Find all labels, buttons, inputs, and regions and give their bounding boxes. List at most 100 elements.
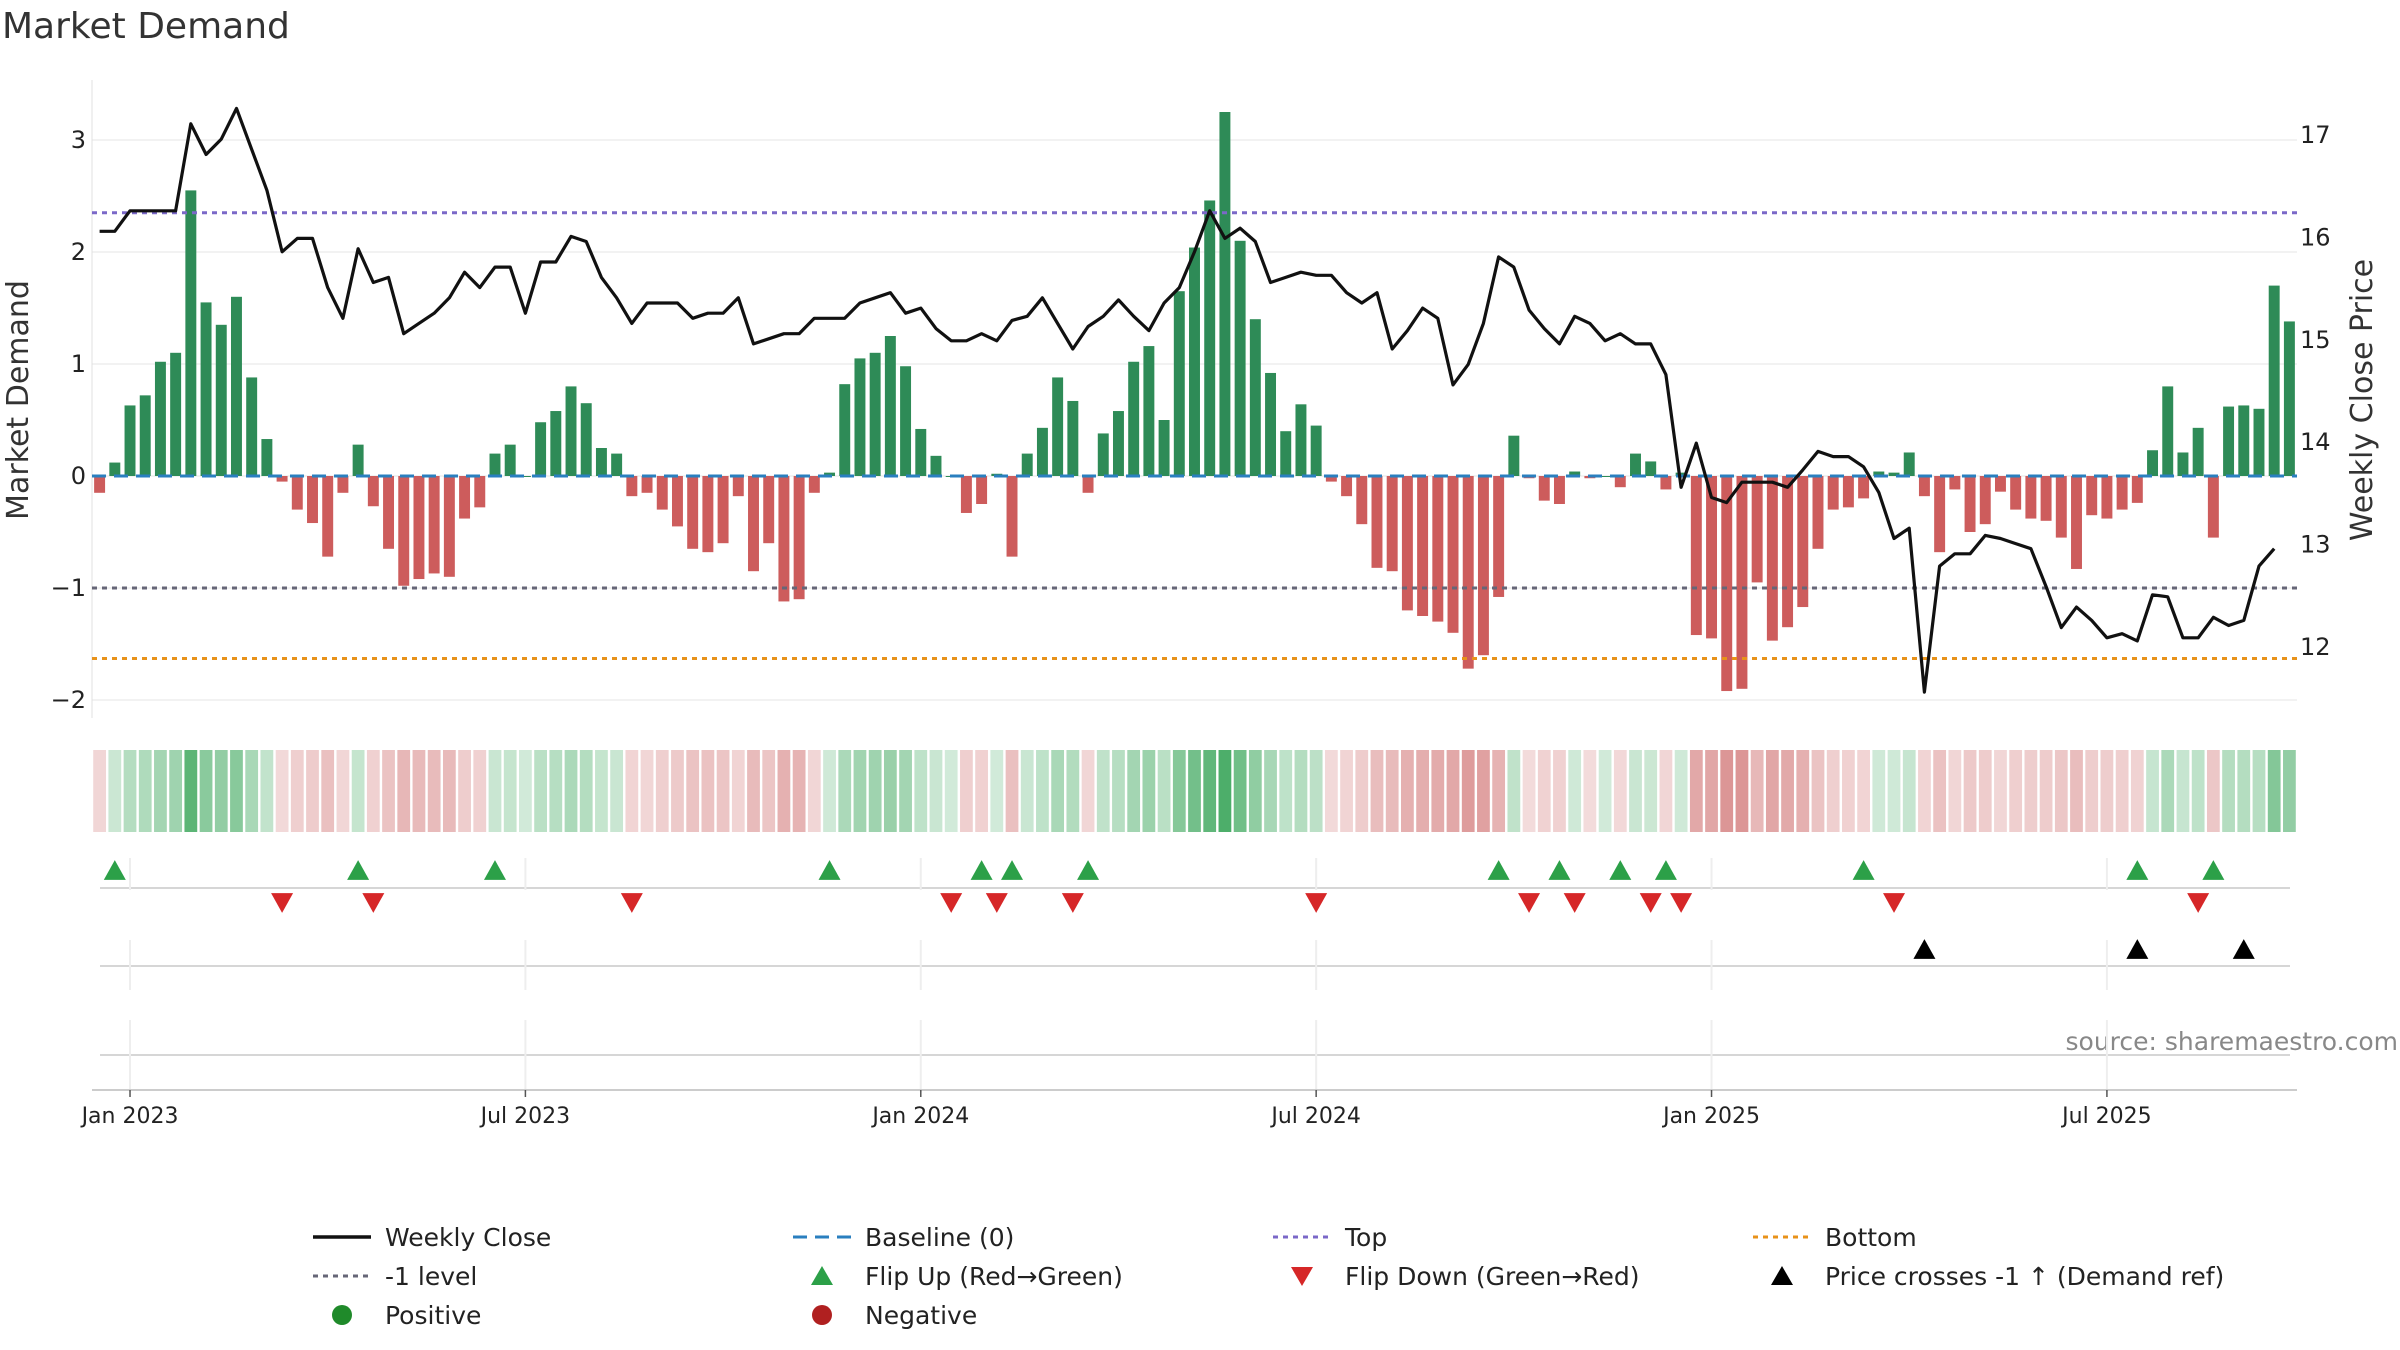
demand-bar — [550, 411, 562, 476]
demand-bar — [2162, 386, 2174, 476]
flip-down-marker — [271, 893, 294, 913]
heat-cell — [2024, 750, 2038, 832]
demand-bar — [1858, 476, 1870, 499]
y2-tick-label: 15 — [2300, 326, 2331, 354]
heat-cell — [1446, 750, 1460, 832]
demand-bar — [383, 476, 395, 549]
y-tick-label: 1 — [71, 350, 86, 378]
heat-cell — [579, 750, 593, 832]
price-cross-marker — [1913, 939, 1936, 959]
heat-cell — [154, 750, 167, 832]
heat-cell — [595, 750, 608, 832]
heat-cell — [169, 750, 183, 832]
demand-bar — [124, 405, 136, 476]
heat-cell — [2146, 750, 2159, 832]
flip-down-marker — [1883, 893, 1906, 913]
y-tick-label: 2 — [71, 238, 86, 266]
demand-bar — [778, 476, 790, 602]
heat-cell — [366, 750, 380, 832]
y-tick-label: 0 — [71, 462, 86, 490]
demand-bar — [641, 476, 653, 493]
heat-cell — [123, 750, 137, 832]
heat-cell — [640, 750, 654, 832]
legend-label: Price crosses -1 ↑ (Demand ref) — [1825, 1262, 2224, 1291]
flip-up-marker — [1609, 860, 1632, 880]
demand-bar — [443, 476, 455, 577]
demand-bar — [1325, 476, 1337, 482]
demand-bar — [2131, 476, 2143, 503]
heat-cell — [2237, 750, 2251, 832]
flip-up-marker — [1852, 860, 1875, 880]
demand-bar — [930, 455, 942, 476]
demand-bar — [839, 384, 851, 476]
heat-cell — [1492, 750, 1506, 832]
heat-cell — [2206, 750, 2220, 832]
heat-cell — [960, 750, 973, 832]
demand-bar — [2223, 406, 2235, 476]
demand-bar — [1447, 476, 1459, 633]
heat-cell — [1401, 750, 1414, 832]
heat-cell — [214, 750, 228, 832]
demand-bar — [230, 296, 242, 476]
demand-bar — [2268, 285, 2280, 476]
legend-flip-down-swatch — [1291, 1267, 1313, 1286]
demand-bar — [1706, 476, 1718, 639]
flip-down-marker — [620, 893, 643, 913]
demand-bar — [1614, 476, 1626, 488]
heat-cell — [519, 750, 532, 832]
x-tick-label: Jan 2023 — [80, 1104, 179, 1129]
heat-cell — [1948, 750, 1962, 832]
heat-cell — [610, 750, 624, 832]
demand-bar — [1097, 433, 1109, 476]
demand-bar — [109, 462, 121, 476]
demand-bar — [1158, 420, 1170, 476]
heat-cell — [975, 750, 988, 832]
demand-bar — [717, 476, 729, 544]
heat-cell — [701, 750, 715, 832]
flip-up-marker — [483, 860, 506, 880]
heat-cell — [473, 750, 487, 832]
flip-down-marker — [2187, 893, 2210, 913]
heat-cell — [1005, 750, 1019, 832]
heat-cell — [1051, 750, 1065, 832]
demand-bar — [1112, 411, 1124, 476]
flip-down-marker — [1639, 893, 1662, 913]
flip-down-marker — [362, 893, 385, 913]
legend-cross-swatch — [1771, 1266, 1793, 1285]
demand-bar — [1493, 476, 1505, 597]
demand-bar — [2253, 408, 2265, 476]
demand-bar — [1386, 476, 1398, 572]
heat-cell — [671, 750, 684, 832]
legend: Weekly Close Baseline (0) Top Bottom -1 leve… — [313, 1223, 2224, 1330]
y2-tick-label: 12 — [2300, 633, 2331, 661]
heat-cell — [458, 750, 471, 832]
heat-cell — [1081, 750, 1095, 832]
chart-title: Market Demand — [2, 6, 290, 47]
demand-bar — [2055, 476, 2067, 538]
heat-cell — [1279, 750, 1293, 832]
heat-cell — [1309, 750, 1323, 832]
heat-cell — [1978, 750, 1992, 832]
demand-bar — [1888, 472, 1900, 476]
x-tick-label: Jan 2025 — [1661, 1104, 1760, 1129]
flip-up-marker — [103, 860, 126, 880]
demand-bar — [1219, 112, 1231, 476]
heat-cell — [1218, 750, 1232, 832]
heat-cell — [1933, 750, 1947, 832]
heat-cell — [762, 750, 776, 832]
heat-cell — [1750, 750, 1764, 832]
heat-cell — [1583, 750, 1597, 832]
heat-cell — [1872, 750, 1886, 832]
demand-bar — [1569, 471, 1581, 476]
heat-cell — [549, 750, 563, 832]
demand-bar — [261, 439, 273, 476]
signal-markers — [100, 858, 2290, 1092]
demand-bar — [1736, 476, 1748, 689]
heat-cell — [1644, 750, 1658, 832]
heat-cell — [1568, 750, 1582, 832]
heat-cell — [1629, 750, 1642, 832]
demand-bar — [1782, 476, 1794, 628]
demand-bar — [337, 476, 349, 493]
heat-cell — [1340, 750, 1353, 832]
demand-bar — [2238, 405, 2250, 476]
